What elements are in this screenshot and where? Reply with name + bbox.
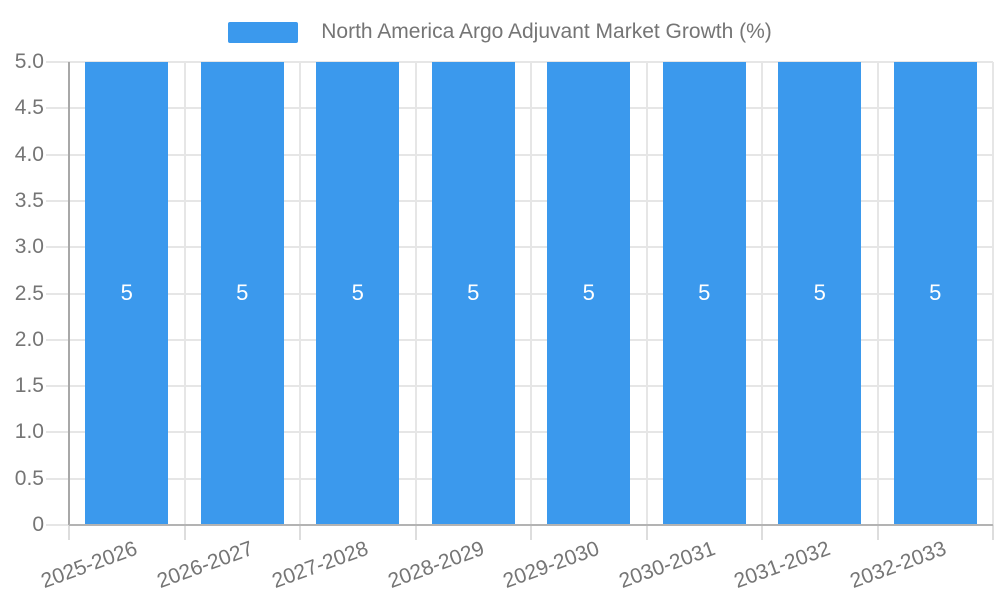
y-gridline: [46, 477, 993, 480]
bar-value-label: 5: [120, 279, 133, 305]
x-gridline: [645, 62, 648, 525]
bar[interactable]: [431, 62, 515, 525]
y-axis-line: [68, 62, 70, 525]
y-axis-tick-label: 2.5: [14, 281, 44, 305]
x-axis-label: 2032-2033: [846, 537, 950, 593]
x-axis-tick: [992, 525, 994, 540]
x-axis-label: 2030-2031: [615, 537, 719, 593]
bar-value-label: 5: [929, 279, 942, 305]
x-gridline: [299, 62, 301, 525]
x-gridline: [876, 62, 879, 525]
bar-value-label: 5: [582, 279, 595, 305]
x-axis-tick: [299, 525, 301, 540]
bar[interactable]: [893, 62, 977, 525]
x-axis-line: [69, 524, 993, 526]
y-gridline: [46, 107, 993, 110]
y-axis-tick-label: 0: [32, 513, 44, 536]
bar[interactable]: [662, 62, 746, 525]
x-axis-label: 2027-2028: [269, 537, 372, 593]
bar[interactable]: [547, 62, 631, 525]
legend-swatch: [228, 21, 299, 43]
y-axis-tick-label: 1.0: [14, 420, 44, 444]
y-gridline: [46, 292, 993, 295]
x-axis-tick: [414, 525, 417, 540]
y-gridline: [46, 431, 993, 434]
x-axis-tick: [876, 525, 879, 540]
y-gridline: [46, 338, 993, 341]
y-gridline: [46, 153, 993, 156]
x-axis-tick: [68, 525, 70, 540]
y-axis-tick-label: 3.5: [14, 188, 44, 212]
bar-value-label: 5: [698, 279, 711, 305]
y-gridline: [46, 199, 993, 202]
x-gridline: [183, 62, 186, 525]
x-gridline: [414, 62, 417, 525]
y-axis-tick-label: 3.0: [14, 235, 44, 259]
y-axis-tick-label: 5.0: [14, 50, 44, 73]
x-axis-tick: [761, 525, 763, 540]
y-gridline: [46, 246, 993, 249]
y-gridline: [46, 385, 993, 388]
bar-value-label: 5: [351, 279, 364, 305]
y-axis-tick-label: 0.5: [14, 466, 44, 490]
x-axis-tick: [530, 525, 532, 540]
x-axis-tick: [645, 525, 648, 540]
x-axis-label: 2029-2030: [500, 537, 603, 593]
x-axis-label: 2028-2029: [384, 537, 488, 593]
bar-value-label: 5: [236, 279, 249, 305]
y-axis-tick-label: 4.5: [14, 96, 44, 120]
x-axis-label: 2031-2032: [731, 537, 834, 593]
x-axis-label: 2025-2026: [38, 537, 141, 593]
y-axis-tick-label: 4.0: [14, 142, 44, 166]
x-gridline: [992, 62, 994, 525]
y-gridline: [46, 61, 993, 63]
legend-label: North America Argo Adjuvant Market Growt…: [321, 20, 772, 43]
legend[interactable]: North America Argo Adjuvant Market Growt…: [0, 20, 1000, 44]
y-axis-tick-label: 1.5: [14, 374, 44, 398]
bar[interactable]: [200, 62, 284, 525]
bar[interactable]: [85, 62, 169, 525]
x-gridline: [761, 62, 763, 525]
bar[interactable]: [778, 62, 862, 525]
bar-value-label: 5: [813, 279, 826, 305]
x-axis-label: 2026-2027: [153, 537, 257, 593]
bar-value-label: 5: [467, 279, 480, 305]
x-gridline: [530, 62, 532, 525]
x-axis-tick: [183, 525, 186, 540]
bar[interactable]: [316, 62, 400, 525]
y-axis-tick-label: 2.0: [14, 327, 44, 351]
